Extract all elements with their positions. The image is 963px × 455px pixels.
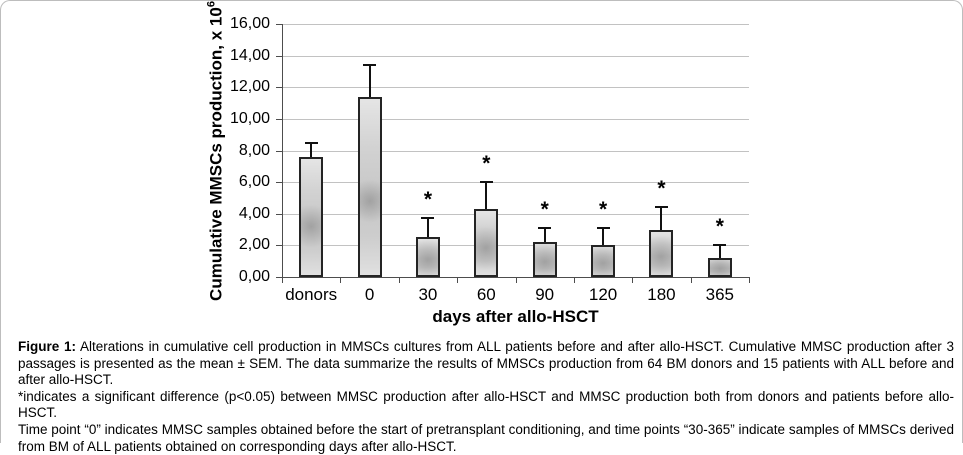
significance-marker: *: [482, 152, 491, 176]
error-bar: [485, 182, 488, 209]
y-axis-line: [282, 24, 283, 278]
gridline: [282, 55, 749, 57]
x-category-label: 180: [647, 285, 676, 304]
error-bar-cap: [304, 141, 318, 144]
error-bar-cap: [421, 217, 435, 220]
x-category-label: 365: [705, 285, 734, 304]
y-axis-title-text: Cumulative MMSCs production, x 10: [206, 7, 226, 301]
gridline: [282, 213, 749, 215]
significance-marker: *: [657, 177, 666, 201]
error-bar: [718, 245, 721, 259]
bar-120: [591, 245, 616, 277]
y-tick-label: 2,00: [238, 236, 270, 254]
bar-365: [707, 258, 732, 277]
figure-caption: Figure 1: Alterations in cumulative cell…: [18, 339, 954, 455]
y-tick: [276, 245, 282, 247]
y-tick: [276, 118, 282, 120]
x-category-label: 60: [476, 285, 496, 304]
x-category-label: 90: [535, 285, 555, 304]
y-tick: [276, 277, 282, 278]
significance-marker: *: [540, 197, 549, 221]
x-tick: [340, 277, 342, 283]
caption-text: Alterations in cumulative cell productio…: [18, 339, 954, 388]
x-category-label: donors: [285, 285, 338, 304]
x-tick: [398, 277, 400, 283]
y-tick-label: 6,00: [238, 173, 270, 191]
error-bar-cap: [479, 181, 493, 184]
x-category-label: 120: [588, 285, 618, 304]
y-tick-label: 8,00: [238, 141, 270, 159]
bar-90: [532, 242, 557, 277]
x-axis-title: days after allo-HSCT: [432, 307, 599, 326]
y-tick-label: 16,00: [229, 15, 270, 32]
significance-marker: *: [423, 188, 433, 212]
error-bar-cap: [654, 206, 668, 209]
x-tick: [573, 277, 575, 283]
gridline: [282, 150, 749, 152]
y-tick: [276, 182, 282, 184]
bar-60: [474, 209, 499, 277]
x-tick: [457, 277, 459, 283]
error-bar: [310, 142, 313, 157]
y-tick: [276, 213, 282, 215]
error-bar: [660, 207, 663, 230]
y-tick-label: 4,00: [238, 204, 270, 222]
y-tick: [276, 87, 282, 89]
y-axis-title: Cumulative MMSCs production, x 106: [206, 1, 227, 301]
y-tick: [276, 55, 282, 57]
figure-label: Figure 1:: [18, 339, 77, 354]
x-axis-line: [282, 277, 750, 278]
x-tick: [282, 277, 283, 283]
plot-area: 0,00 2,00 4,00 6,00 8,00 10,00 12,00 14,00 16,00…: [1, 1, 963, 336]
x-tick: [690, 277, 692, 283]
caption-timepoint-note: Time point “0” indicates MMSC samples ob…: [18, 421, 954, 454]
y-tick: [276, 24, 282, 25]
significance-marker: *: [598, 197, 608, 221]
caption-significance-note: *indicates a significant difference (p<0…: [18, 388, 954, 421]
significance-marker: *: [715, 215, 724, 239]
error-bar: [426, 218, 429, 238]
y-tick-label: 0,00: [238, 268, 270, 285]
y-tick: [276, 150, 282, 152]
y-tick-label: 14,00: [229, 46, 270, 64]
bar-0: [357, 96, 382, 277]
error-bar-cap: [596, 226, 610, 229]
gridline: [282, 87, 749, 89]
error-bar: [543, 227, 546, 243]
x-tick: [749, 277, 750, 283]
gridline: [282, 24, 749, 25]
error-bar-cap: [713, 244, 727, 247]
x-tick: [632, 277, 634, 283]
error-bar: [368, 65, 371, 97]
bar-180: [649, 229, 674, 277]
caption-paragraph-main: Figure 1: Alterations in cumulative cell…: [18, 339, 954, 389]
gridline: [282, 118, 749, 120]
bar-chart: 0,00 2,00 4,00 6,00 8,00 10,00 12,00 14,00 16,00…: [1, 1, 963, 336]
x-category-label: 0: [364, 285, 375, 304]
gridline: [282, 245, 749, 247]
error-bar-cap: [363, 64, 377, 67]
y-axis-title-superscript: 6: [205, 1, 218, 8]
y-tick-label: 12,00: [229, 78, 270, 96]
y-tick-label: 10,00: [229, 109, 270, 127]
error-bar-cap: [538, 226, 552, 229]
bar-30: [415, 237, 440, 277]
gridline: [282, 182, 749, 184]
error-bar: [602, 227, 605, 246]
bar-donors: [299, 156, 324, 277]
x-tick: [515, 277, 517, 283]
x-category-label: 30: [418, 285, 438, 304]
